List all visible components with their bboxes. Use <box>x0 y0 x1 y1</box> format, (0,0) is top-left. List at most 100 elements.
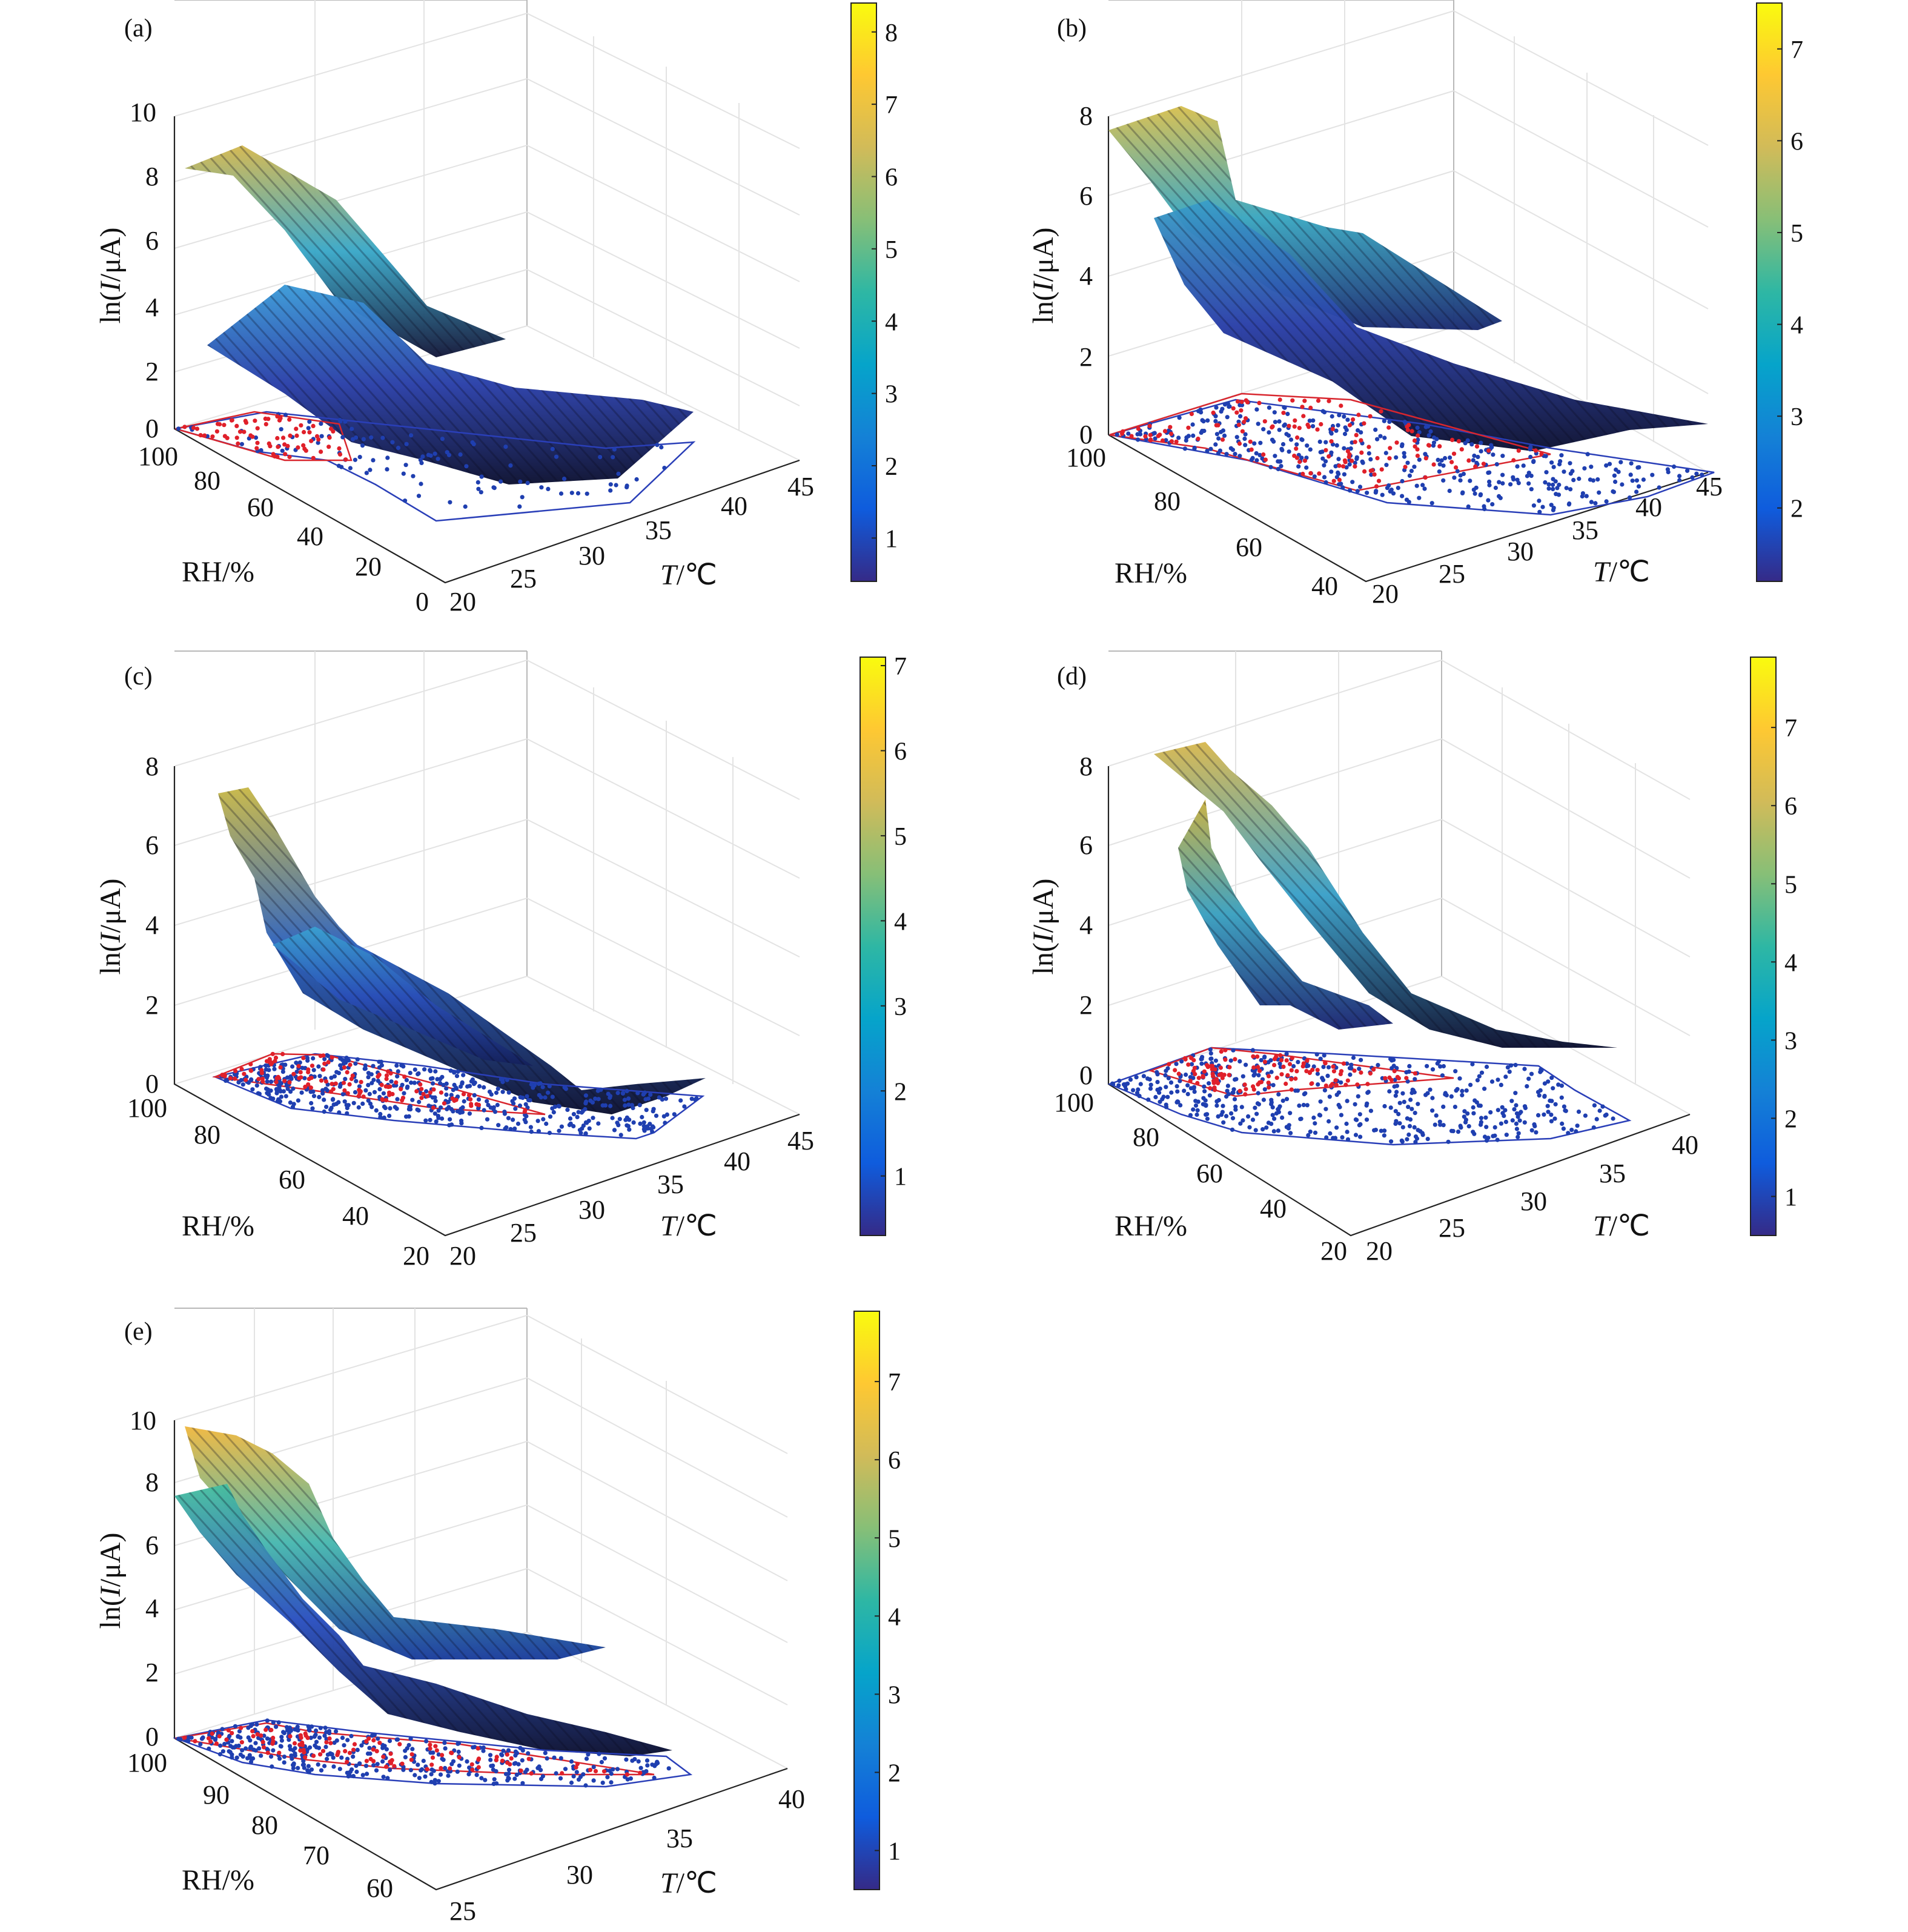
scatter-blue-point <box>495 1087 500 1091</box>
scatter-red-point <box>468 1097 473 1102</box>
scatter-blue-point <box>1308 447 1313 452</box>
z-label-a: ln(I/μA) <box>94 227 127 323</box>
scatter-blue-point <box>596 1097 601 1102</box>
scatter-red-point <box>1412 438 1417 443</box>
scatter-blue-point <box>539 485 544 490</box>
scatter-blue-point <box>1205 1112 1210 1117</box>
scatter-blue-point <box>500 1077 505 1082</box>
scatter-blue-point <box>438 1080 443 1086</box>
scatter-blue-point <box>520 1781 525 1785</box>
scatter-blue-point <box>1493 485 1498 491</box>
scatter-blue-point <box>389 1079 394 1084</box>
scatter-blue-point <box>1134 1075 1139 1080</box>
scatter-blue-point <box>475 480 480 485</box>
scatter-blue-point <box>1492 1133 1497 1138</box>
scatter-blue-point <box>1396 486 1400 491</box>
scatter-blue-point <box>1503 1108 1508 1113</box>
scatter-blue-point <box>1484 1125 1489 1130</box>
scatter-blue-point <box>1641 477 1646 482</box>
scatter-blue-point <box>1563 1108 1568 1113</box>
scatter-blue-point <box>644 1758 650 1763</box>
t-tick-d-30: 30 <box>1520 1186 1547 1216</box>
surface-mesh-line <box>185 1426 389 1659</box>
scatter-blue-point <box>1405 1137 1409 1142</box>
scatter-blue-point <box>538 1776 544 1781</box>
scatter-blue-point <box>1199 430 1204 435</box>
scatter-blue-point <box>351 1100 356 1105</box>
scatter-blue-point <box>1243 443 1248 448</box>
scatter-blue-point <box>277 1088 282 1093</box>
surface-mesh-line <box>1154 200 1183 451</box>
scatter-blue-point <box>1515 1114 1520 1119</box>
scatter-blue-point <box>1185 1091 1190 1097</box>
scatter-blue-point <box>1238 1121 1243 1126</box>
scatter-blue-point <box>444 1086 449 1091</box>
scatter-blue-point <box>1321 1065 1326 1070</box>
scatter-blue-point <box>1499 1082 1503 1087</box>
scatter-red-point <box>1169 439 1174 444</box>
scatter-blue-point <box>277 1756 282 1761</box>
scatter-blue-point <box>1284 1097 1290 1102</box>
surface-mesh-line <box>1178 799 1183 1030</box>
scatter-blue-point <box>1344 465 1349 470</box>
scatter-blue-point <box>1356 1094 1360 1099</box>
scatter-blue-point <box>644 1108 649 1113</box>
scatter-blue-point <box>559 1124 565 1129</box>
surface-d <box>1154 742 1617 1048</box>
scatter-blue-point <box>1672 464 1677 469</box>
scatter-red-point <box>466 1093 472 1097</box>
scatter-red-point <box>371 1747 376 1752</box>
surface-mesh-line <box>1580 742 1617 1048</box>
scatter-blue-point <box>1500 454 1505 458</box>
z-tick-a-2: 2 <box>145 357 159 386</box>
scatter-blue-point <box>291 1086 296 1091</box>
scatter-blue-point <box>448 1068 453 1073</box>
scatter-blue-point <box>249 1077 254 1082</box>
scatter-red-point <box>263 422 268 427</box>
scatter-blue-point <box>449 1107 454 1111</box>
scatter-blue-point <box>1348 446 1353 451</box>
scatter-blue-point <box>1322 463 1327 468</box>
scatter-blue-point <box>220 1727 225 1732</box>
scatter-blue-point <box>435 1077 440 1082</box>
scatter-blue-point <box>1252 441 1257 446</box>
scatter-blue-point <box>276 1099 280 1103</box>
z-tick-b-6: 6 <box>1079 181 1093 211</box>
scatter-blue-point <box>1462 1109 1467 1114</box>
scatter-blue-point <box>1375 437 1380 442</box>
surface-mesh-line <box>1634 200 1708 451</box>
scatter-blue-point <box>282 1760 287 1765</box>
scatter-blue-point <box>599 1759 605 1765</box>
scatter-blue-point <box>1117 1078 1122 1083</box>
scatter-blue-point <box>449 1093 454 1097</box>
surface-mesh-line <box>207 285 228 485</box>
scatter-red-point <box>1388 446 1393 451</box>
scatter-blue-point <box>1440 1073 1445 1078</box>
surface-mesh-line <box>1163 106 1367 330</box>
surface-mesh-line <box>1606 742 1617 1048</box>
colorbar-c-tick: 7 <box>894 653 907 681</box>
scatter-blue-point <box>380 1759 385 1764</box>
scatter-blue-point <box>1542 1094 1547 1099</box>
scatter-blue-point <box>288 1100 293 1105</box>
z-label-c: ln(I/μA) <box>94 878 127 974</box>
scatter-red-point <box>518 1768 523 1773</box>
scatter-red-point <box>1227 1065 1232 1070</box>
scatter-blue-point <box>279 1735 284 1739</box>
scatter-blue-point <box>1342 472 1347 477</box>
scatter-red-point <box>1160 438 1165 443</box>
scatter-red-point <box>341 1080 346 1085</box>
surface-e <box>174 1426 672 1756</box>
scatter-red-point <box>1341 464 1346 469</box>
scatter-blue-point <box>274 1724 279 1729</box>
scatter-blue-point <box>1438 1122 1443 1127</box>
scatter-red-point <box>1392 1068 1397 1074</box>
scatter-red-point <box>425 1094 430 1099</box>
scatter-red-point <box>476 1765 481 1770</box>
scatter-blue-point <box>1323 459 1328 464</box>
scatter-blue-point <box>448 1117 452 1122</box>
surface-mesh-line <box>898 106 1099 330</box>
scatter-blue-point <box>1558 459 1563 464</box>
scatter-blue-point <box>1254 1111 1259 1116</box>
scatter-red-point <box>1242 1082 1247 1087</box>
